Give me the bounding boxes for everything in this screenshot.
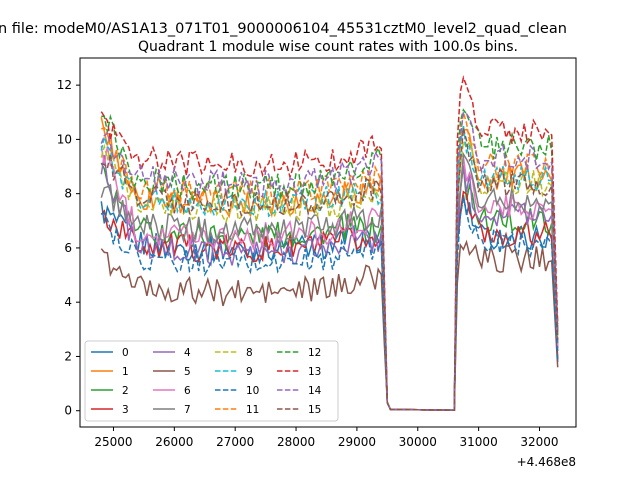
y-tick-label: 6 [64, 241, 72, 255]
y-tick-label: 4 [64, 295, 72, 309]
y-tick-label: 8 [64, 187, 72, 201]
series-line-9 [100, 125, 559, 411]
x-tick-label: 30000 [399, 435, 437, 449]
legend-label-12: 12 [308, 347, 321, 359]
series-line-5 [100, 239, 559, 411]
legend-label-14: 14 [308, 385, 322, 397]
legend-label-15: 15 [308, 404, 321, 416]
x-tick-label: 25000 [94, 435, 132, 449]
legend-label-10: 10 [246, 385, 259, 397]
series-line-10 [101, 198, 559, 411]
legend-label-8: 8 [246, 347, 253, 359]
x-tick-label: 27000 [216, 435, 254, 449]
series-line-14 [100, 111, 559, 411]
series-line-6 [100, 145, 559, 411]
y-tick-label: 0 [64, 404, 72, 418]
y-tick-label: 10 [57, 132, 72, 146]
series-line-7 [100, 151, 559, 411]
y-tick-label: 12 [57, 78, 72, 92]
series-line-4 [100, 155, 559, 411]
legend-label-11: 11 [246, 404, 259, 416]
series-line-13 [100, 75, 559, 411]
legend-label-4: 4 [184, 347, 191, 359]
legend-label-2: 2 [122, 385, 129, 397]
series-line-12 [101, 108, 559, 411]
series-line-11 [100, 112, 559, 411]
x-tick-label: 31000 [460, 435, 498, 449]
x-axis: 25000 26000 27000 28000 29000 30000 31000 32000 [94, 427, 559, 449]
x-offset-label: +4.468e8 [517, 455, 576, 469]
chart-title: Quadrant 1 module wise count rates with … [138, 39, 518, 55]
y-tick-label: 2 [64, 349, 72, 363]
legend-label-0: 0 [122, 347, 129, 359]
legend-label-3: 3 [122, 404, 129, 416]
legend-label-7: 7 [184, 404, 191, 416]
axes-frame [79, 57, 577, 428]
series-line-8 [100, 138, 559, 411]
x-tick-label: 32000 [520, 435, 558, 449]
legend-label-13: 13 [308, 366, 321, 378]
x-tick-label: 29000 [338, 435, 376, 449]
legend-label-5: 5 [184, 366, 191, 378]
x-tick-label: 26000 [155, 435, 193, 449]
figure-suptitle: n file: modeM0/AS1A13_071T01_9000006104_… [0, 21, 567, 37]
legend-label-6: 6 [184, 385, 191, 397]
legend-label-9: 9 [246, 366, 253, 378]
legend-box [84, 340, 339, 422]
plot-area [100, 75, 559, 411]
y-axis: 0 2 4 6 8 10 12 [57, 78, 80, 418]
x-tick-label: 28000 [277, 435, 315, 449]
legend-label-1: 1 [122, 366, 129, 378]
series-line-15 [101, 128, 559, 411]
